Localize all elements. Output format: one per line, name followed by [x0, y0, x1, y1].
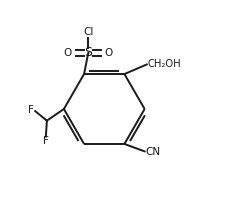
Text: O: O	[105, 48, 113, 58]
Text: CN: CN	[146, 147, 161, 157]
Text: Cl: Cl	[83, 27, 94, 37]
Text: CH₂OH: CH₂OH	[147, 59, 181, 69]
Text: S: S	[84, 46, 92, 59]
Text: F: F	[43, 136, 49, 146]
Text: F: F	[28, 105, 34, 115]
Text: O: O	[64, 48, 72, 58]
